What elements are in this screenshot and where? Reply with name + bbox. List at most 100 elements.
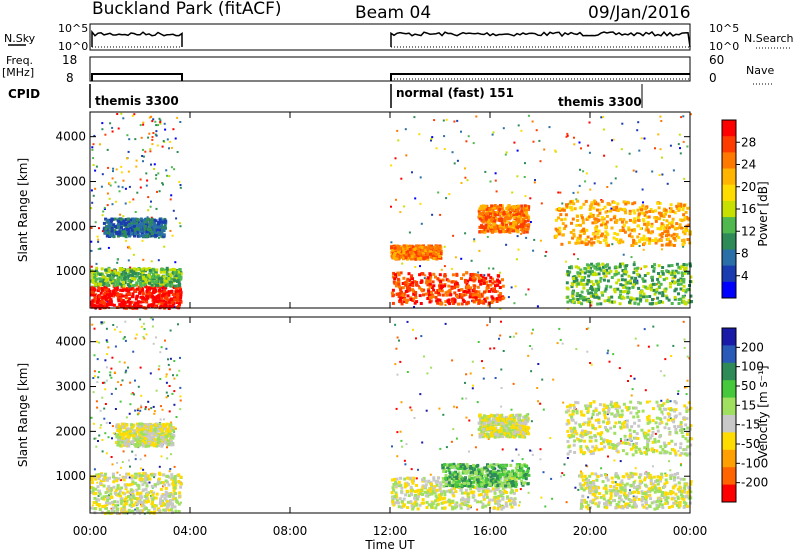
- data-cell: [618, 207, 622, 211]
- data-cell: [396, 251, 400, 255]
- data-cell: [594, 279, 598, 283]
- speckle-cell: [419, 393, 422, 396]
- speckle-cell: [111, 463, 114, 466]
- speckle-cell: [672, 169, 675, 172]
- data-cell: [421, 253, 425, 257]
- velocity-heatmap: [90, 317, 693, 516]
- data-cell: [179, 485, 183, 489]
- speckle-cell: [632, 169, 635, 172]
- data-cell: [121, 230, 125, 234]
- data-cell: [628, 279, 632, 283]
- data-cell: [661, 232, 665, 235]
- speckle-cell: [491, 133, 494, 136]
- data-cell: [642, 237, 646, 241]
- data-cell: [637, 219, 641, 222]
- data-cell: [656, 227, 660, 231]
- data-cell: [460, 293, 464, 297]
- speckle-cell: [396, 129, 399, 132]
- data-cell: [483, 228, 487, 232]
- speckle-cell: [391, 445, 393, 448]
- speckle-cell: [682, 245, 685, 248]
- data-cell: [109, 292, 113, 296]
- data-cell: [515, 212, 519, 216]
- data-cell: [176, 295, 180, 299]
- data-cell: [94, 477, 98, 481]
- data-cell: [100, 272, 104, 276]
- speckle-cell: [548, 126, 551, 129]
- data-cell: [619, 217, 622, 221]
- data-cell: [515, 219, 519, 223]
- data-cell: [158, 289, 161, 292]
- data-cell: [677, 292, 680, 296]
- data-cell: [126, 224, 130, 228]
- speckle-cell: [635, 170, 638, 173]
- data-cell: [141, 279, 145, 283]
- speckle-cell: [99, 409, 102, 412]
- data-cell: [406, 282, 410, 286]
- speckle-cell: [539, 239, 542, 242]
- data-cell: [146, 493, 150, 497]
- data-cell: [667, 214, 671, 218]
- speckle-cell: [93, 134, 96, 137]
- data-cell: [107, 300, 111, 304]
- data-cell: [657, 211, 661, 215]
- data-cell: [399, 271, 403, 275]
- data-cell: [135, 221, 139, 225]
- data-cell: [480, 225, 484, 229]
- data-cell: [163, 279, 167, 283]
- data-cell: [627, 201, 630, 205]
- speckle-cell: [394, 157, 397, 160]
- data-cell: [122, 505, 126, 509]
- data-cell: [431, 254, 435, 258]
- speckle-cell: [107, 346, 110, 349]
- speckle-cell: [111, 356, 114, 359]
- data-cell: [468, 295, 472, 299]
- data-cell: [168, 300, 171, 304]
- speckle-cell: [518, 501, 521, 504]
- speckle-cell: [529, 197, 532, 200]
- speckle-cell: [537, 400, 539, 403]
- speckle-cell: [112, 167, 115, 170]
- data-cell: [562, 227, 566, 231]
- data-cell: [500, 204, 504, 208]
- data-cell: [154, 496, 158, 500]
- speckle-cell: [629, 375, 632, 378]
- data-cell: [119, 297, 123, 301]
- data-cell: [579, 268, 583, 272]
- data-cell: [492, 222, 496, 226]
- speckle-cell: [575, 198, 578, 201]
- speckle-cell: [101, 214, 104, 217]
- speckle-cell: [164, 339, 166, 342]
- data-cell: [451, 302, 455, 305]
- speckle-cell: [530, 420, 533, 423]
- data-cell: [132, 277, 136, 281]
- data-cell: [570, 285, 574, 289]
- speckle-cell: [109, 371, 112, 374]
- data-cell: [119, 428, 123, 432]
- data-cell: [630, 235, 634, 239]
- data-cell: [136, 496, 140, 500]
- data-cell: [509, 213, 513, 217]
- data-cell: [681, 294, 685, 298]
- speckle-cell: [664, 472, 667, 475]
- data-cell: [661, 266, 665, 269]
- speckle-cell: [558, 327, 561, 330]
- data-cell: [117, 232, 121, 236]
- data-cell: [131, 492, 135, 495]
- data-cell: [522, 218, 526, 222]
- speckle-cell: [146, 216, 149, 219]
- speckle-cell: [544, 255, 547, 257]
- speckle-cell: [143, 328, 146, 330]
- speckle-cell: [126, 157, 129, 160]
- data-cell: [100, 510, 104, 514]
- data-cell: [569, 299, 573, 302]
- data-cell: [163, 224, 167, 227]
- speckle-cell: [443, 265, 446, 268]
- data-cell: [621, 262, 625, 266]
- data-cell: [439, 249, 443, 253]
- data-cell: [594, 221, 598, 225]
- data-cell: [665, 224, 669, 228]
- data-cell: [648, 295, 652, 298]
- speckle-cell: [500, 387, 503, 389]
- data-cell: [660, 270, 664, 273]
